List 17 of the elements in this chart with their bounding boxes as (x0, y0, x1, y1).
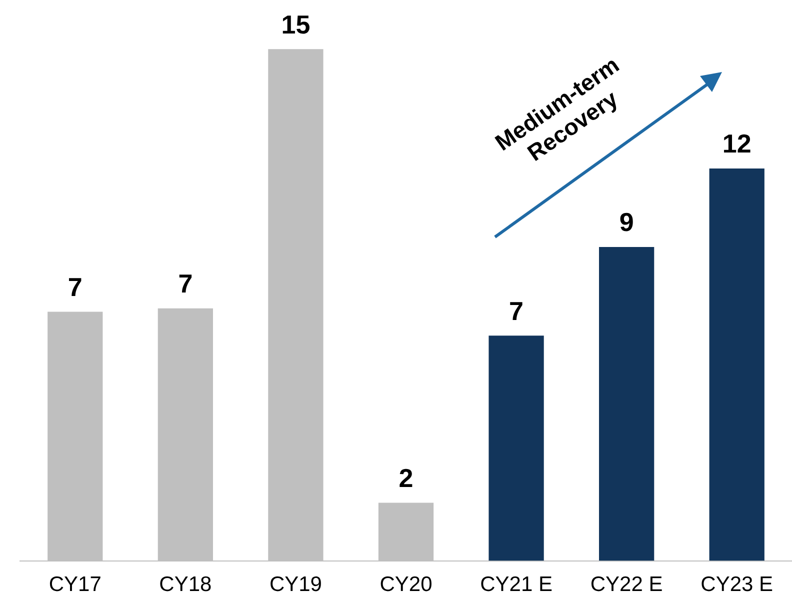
bar (709, 168, 764, 561)
x-tick-label: CY17 (48, 573, 102, 596)
bar (488, 336, 544, 561)
data-label: 12 (722, 128, 752, 159)
x-tick-label: CY21 E (480, 573, 552, 596)
data-label: 15 (281, 9, 310, 40)
data-label: 7 (178, 268, 193, 299)
x-tick-label: CY23 E (700, 573, 774, 596)
x-tick-label: CY18 (159, 573, 212, 596)
bar (599, 246, 654, 561)
x-tick-label: CY19 (269, 573, 322, 596)
x-tick-label: CY20 (380, 573, 432, 596)
x-tick-label: CY22 E (590, 573, 663, 596)
data-label: 7 (509, 296, 524, 326)
data-label: 2 (398, 462, 414, 493)
data-label: 9 (619, 207, 634, 238)
data-label: 7 (68, 272, 82, 302)
